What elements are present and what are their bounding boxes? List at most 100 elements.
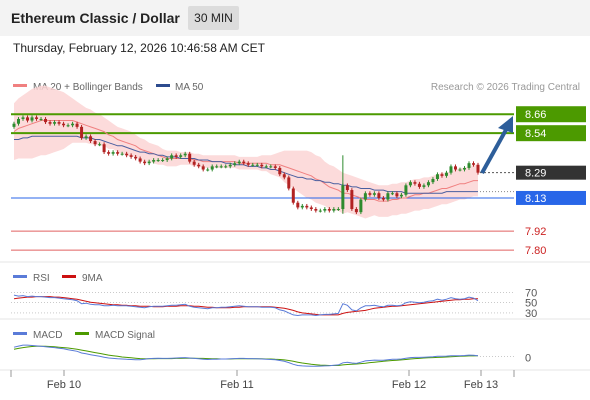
level-8-29-label: 8.29 xyxy=(525,168,546,180)
copyright-notice: Research © 2026 Trading Central xyxy=(431,82,580,93)
candle-body xyxy=(53,122,57,124)
candle-body xyxy=(30,117,34,121)
macd-tick-0: 0 xyxy=(525,353,531,365)
candle-body xyxy=(26,117,30,121)
candle-body xyxy=(138,158,142,162)
candle-body xyxy=(350,190,354,210)
candle-body xyxy=(197,164,201,167)
candle-body xyxy=(305,205,309,208)
candle-body xyxy=(188,153,192,162)
candle-body xyxy=(269,166,273,168)
candle-body xyxy=(224,166,228,168)
candle-body xyxy=(372,193,376,195)
candle-body xyxy=(170,155,174,159)
level-8-54-label: 8.54 xyxy=(525,128,546,140)
candle-body xyxy=(467,163,471,168)
candle-body xyxy=(255,164,259,166)
candle-body xyxy=(21,117,25,119)
candle-body xyxy=(377,193,381,198)
x-axis: Feb 10 Feb 11 Feb 12 Feb 13 xyxy=(10,370,515,391)
rsi-legend: RSI 9MA xyxy=(13,273,103,284)
candle-body xyxy=(309,207,313,210)
candle-body xyxy=(246,163,250,165)
candle-body xyxy=(368,193,372,195)
level-8-13-badge xyxy=(516,190,586,205)
ma20-legend-label: MA 20 + Bollinger Bands xyxy=(33,82,143,93)
candle-body xyxy=(174,155,178,157)
macd-signal-line xyxy=(13,345,479,366)
candle-body xyxy=(422,185,426,187)
candle-body xyxy=(273,166,277,168)
macd-signal-swatch xyxy=(75,332,89,335)
x-tick-label: Feb 10 xyxy=(47,379,81,391)
macd-swatch xyxy=(13,332,27,335)
candle-body xyxy=(93,141,97,145)
ma20-swatch xyxy=(13,84,27,87)
candle-body xyxy=(440,174,444,176)
timeframe-badge[interactable]: 30 MIN xyxy=(188,6,239,30)
candle-body xyxy=(125,153,129,156)
candle-body xyxy=(296,202,300,208)
rsi-tick-30: 30 xyxy=(525,308,537,320)
rsi9-line xyxy=(13,296,478,316)
candle-body xyxy=(278,167,282,175)
macd-legend-label: MACD xyxy=(33,330,62,341)
rsi-tick-50: 50 xyxy=(525,298,537,310)
candle-body xyxy=(44,118,48,123)
level-badges: 8.66 8.54 8.29 8.13 7.92 7.80 xyxy=(516,106,586,257)
candle-body xyxy=(264,166,268,168)
candle-body xyxy=(62,123,66,126)
ma50-legend-label: MA 50 xyxy=(175,82,204,93)
candle-body xyxy=(98,144,102,146)
candle-body xyxy=(48,122,52,124)
candle-body xyxy=(219,166,223,168)
level-7-80-label: 7.80 xyxy=(525,245,546,257)
candle-body xyxy=(156,160,160,162)
candle-body xyxy=(458,169,462,171)
candle-body xyxy=(426,182,430,186)
macd-signal-legend-label: MACD Signal xyxy=(95,330,155,341)
candle-body xyxy=(417,183,421,187)
candle-body xyxy=(233,163,237,165)
candlesticks xyxy=(12,115,480,215)
candle-body xyxy=(462,167,466,170)
macd-panel: 0 xyxy=(13,344,531,367)
macd-legend: MACD MACD Signal xyxy=(13,330,155,341)
instrument-title: Ethereum Classic / Dollar xyxy=(11,10,180,26)
candle-body xyxy=(35,117,39,119)
candle-body xyxy=(395,193,399,197)
candle-body xyxy=(201,166,205,170)
candle-body xyxy=(89,136,93,142)
rsi-tick-70: 70 xyxy=(525,288,537,300)
candle-body xyxy=(282,174,286,178)
candle-body xyxy=(237,161,241,164)
candle-body xyxy=(39,118,43,120)
level-7-92-label: 7.92 xyxy=(525,226,546,238)
forecast-arrow xyxy=(480,116,513,174)
ma20-line xyxy=(13,120,478,202)
candle-body xyxy=(206,169,210,171)
candle-body xyxy=(107,152,111,154)
candle-body xyxy=(242,161,246,164)
candle-body xyxy=(449,166,453,173)
rsi-line xyxy=(13,294,479,317)
chart-header: Ethereum Classic / Dollar 30 MIN xyxy=(0,0,590,36)
candle-body xyxy=(210,166,214,170)
x-tick-label: Feb 11 xyxy=(220,379,253,391)
candle-body xyxy=(287,177,291,189)
bollinger-band-area xyxy=(14,85,478,219)
candle-body xyxy=(183,153,187,156)
candle-body xyxy=(435,174,439,179)
candle-body xyxy=(152,160,156,162)
candle-body xyxy=(17,118,21,124)
level-8-29-badge xyxy=(516,165,586,180)
candle-body xyxy=(71,123,75,126)
rsi-legend-label: RSI xyxy=(33,273,50,284)
candle-body xyxy=(165,158,169,161)
candle-body xyxy=(120,153,124,155)
candle-body xyxy=(260,164,264,167)
candle-body xyxy=(399,194,403,197)
forecast-arrow-shaft xyxy=(480,127,509,174)
macd-line xyxy=(13,344,479,367)
